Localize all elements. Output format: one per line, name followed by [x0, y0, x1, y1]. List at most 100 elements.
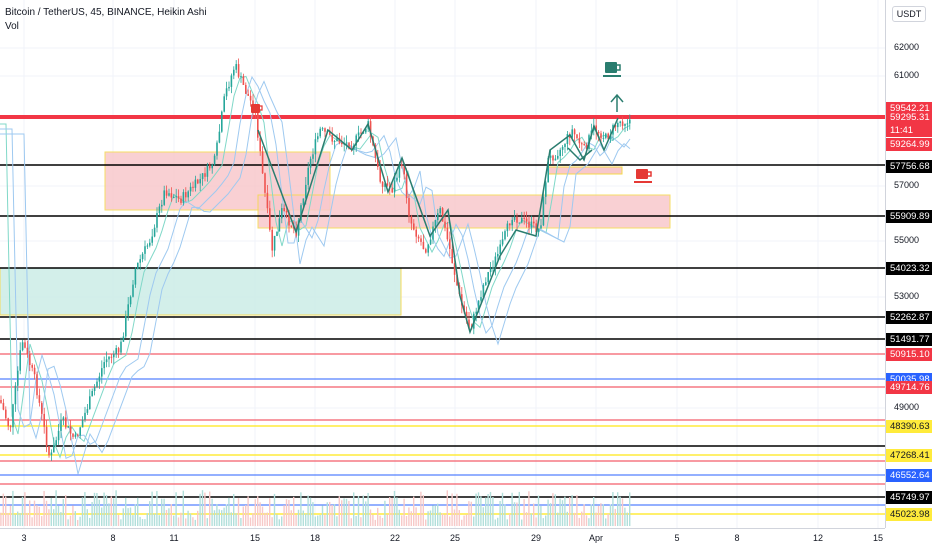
arrow-drawing[interactable]	[567, 147, 593, 162]
volume-bar	[5, 496, 7, 526]
volume-bar	[249, 517, 252, 526]
moving-average-line	[0, 75, 631, 460]
volume-bar	[29, 500, 31, 526]
coffee-cup-icon-green[interactable]	[603, 62, 621, 77]
volume-bar	[499, 500, 501, 526]
volume-histogram	[0, 490, 631, 526]
candle-body	[302, 198, 305, 206]
candle-body	[413, 223, 415, 230]
volume-bar	[151, 491, 153, 526]
moving-average-line	[0, 75, 631, 459]
volume-bar	[453, 509, 456, 526]
volume-bar	[413, 496, 415, 526]
candle-body	[48, 446, 50, 456]
volume-bar	[595, 512, 597, 526]
candle-body	[501, 239, 504, 245]
price-tick-label: 55000	[894, 235, 920, 245]
candle-body	[518, 222, 521, 224]
candle-body	[444, 221, 446, 228]
candle-body	[55, 440, 57, 446]
time-tick-label: 3	[21, 533, 27, 543]
volume-bar	[283, 505, 285, 526]
candle-body	[386, 183, 389, 186]
volume-bar	[84, 492, 86, 526]
price-tag: 57756.68	[886, 160, 932, 173]
volume-bar	[441, 513, 444, 526]
volume-bar	[302, 510, 304, 526]
volume-bar	[485, 497, 487, 526]
volume-bar	[48, 509, 50, 526]
volume-bar	[38, 506, 40, 526]
candle-body	[511, 219, 513, 226]
candle-body	[427, 244, 429, 253]
volume-bar	[192, 517, 194, 526]
candle-body	[317, 136, 319, 140]
candle-body	[173, 196, 175, 198]
volume-bar	[612, 492, 614, 526]
volume-bar	[115, 490, 117, 526]
price-scale[interactable]: USDT 62000 61000 57000 55000 53000 49000 5954…	[885, 0, 932, 528]
candle-body	[182, 192, 185, 203]
time-scale[interactable]: 3 8 11 15 18 22 25 29 Apr 5 8 12 15	[0, 528, 885, 550]
candle-body	[125, 315, 127, 337]
candle-body	[533, 221, 535, 224]
volume-bar	[429, 510, 432, 526]
candle-body	[213, 155, 216, 165]
volume-bar	[609, 504, 612, 526]
volume-bar	[144, 519, 146, 526]
supply-zone-right[interactable]	[257, 194, 671, 229]
symbol-title[interactable]: Bitcoin / TetherUS, 45, BINANCE, Heikin …	[5, 7, 207, 18]
candle-body	[288, 212, 290, 226]
volume-bar	[468, 501, 470, 526]
zigzag-drawing[interactable]	[257, 117, 619, 335]
candle-body	[341, 142, 343, 145]
volume-bar	[377, 507, 379, 526]
volume-bar	[516, 502, 518, 526]
volume-bar	[341, 500, 343, 526]
volume-bar	[451, 493, 453, 526]
volume-bar	[434, 505, 436, 526]
volume-bar	[182, 490, 184, 526]
coffee-cup-icon-red-small[interactable]	[251, 104, 263, 113]
candle-body	[504, 231, 506, 240]
chart-legend[interactable]: Bitcoin / TetherUS, 45, BINANCE, Heikin …	[5, 6, 207, 34]
volume-bar	[247, 496, 249, 526]
candle-body	[144, 246, 146, 254]
candle-body	[398, 164, 401, 178]
candle-body	[175, 196, 177, 198]
small-zone-top[interactable]	[547, 166, 623, 175]
volume-bar	[362, 495, 364, 526]
volume-bar	[72, 505, 74, 526]
arrow-up-icon[interactable]	[610, 93, 624, 112]
volume-bar	[585, 515, 588, 526]
candle-body	[468, 319, 470, 329]
volume-bar	[216, 504, 218, 526]
volume-bar	[629, 492, 631, 526]
coffee-cup-icon-red[interactable]	[634, 169, 652, 183]
volume-bar	[590, 504, 592, 526]
candle-body	[614, 124, 617, 128]
time-tick-label: 25	[449, 533, 461, 543]
volume-bar	[307, 495, 309, 526]
candle-body	[266, 192, 269, 209]
volume-bar	[345, 498, 348, 526]
price-chart-pane[interactable]	[0, 0, 885, 528]
candle-body	[141, 253, 144, 260]
volume-bar	[314, 516, 316, 526]
volume-bar	[125, 497, 127, 526]
candle-body	[132, 284, 134, 297]
volume-bar	[384, 500, 386, 526]
candle-body	[240, 76, 242, 78]
volume-bar	[259, 502, 261, 526]
price-tag: 46552.64	[886, 469, 932, 482]
demand-zone-left[interactable]	[0, 267, 402, 316]
moving-average-line	[0, 80, 631, 475]
currency-button[interactable]: USDT	[892, 6, 926, 22]
candle-body	[537, 228, 540, 232]
volume-legend[interactable]: Vol	[5, 21, 19, 32]
candle-body	[170, 193, 173, 198]
volume-bar	[77, 519, 79, 526]
price-tag: 45749.97	[886, 491, 932, 504]
volume-bar	[557, 512, 559, 526]
